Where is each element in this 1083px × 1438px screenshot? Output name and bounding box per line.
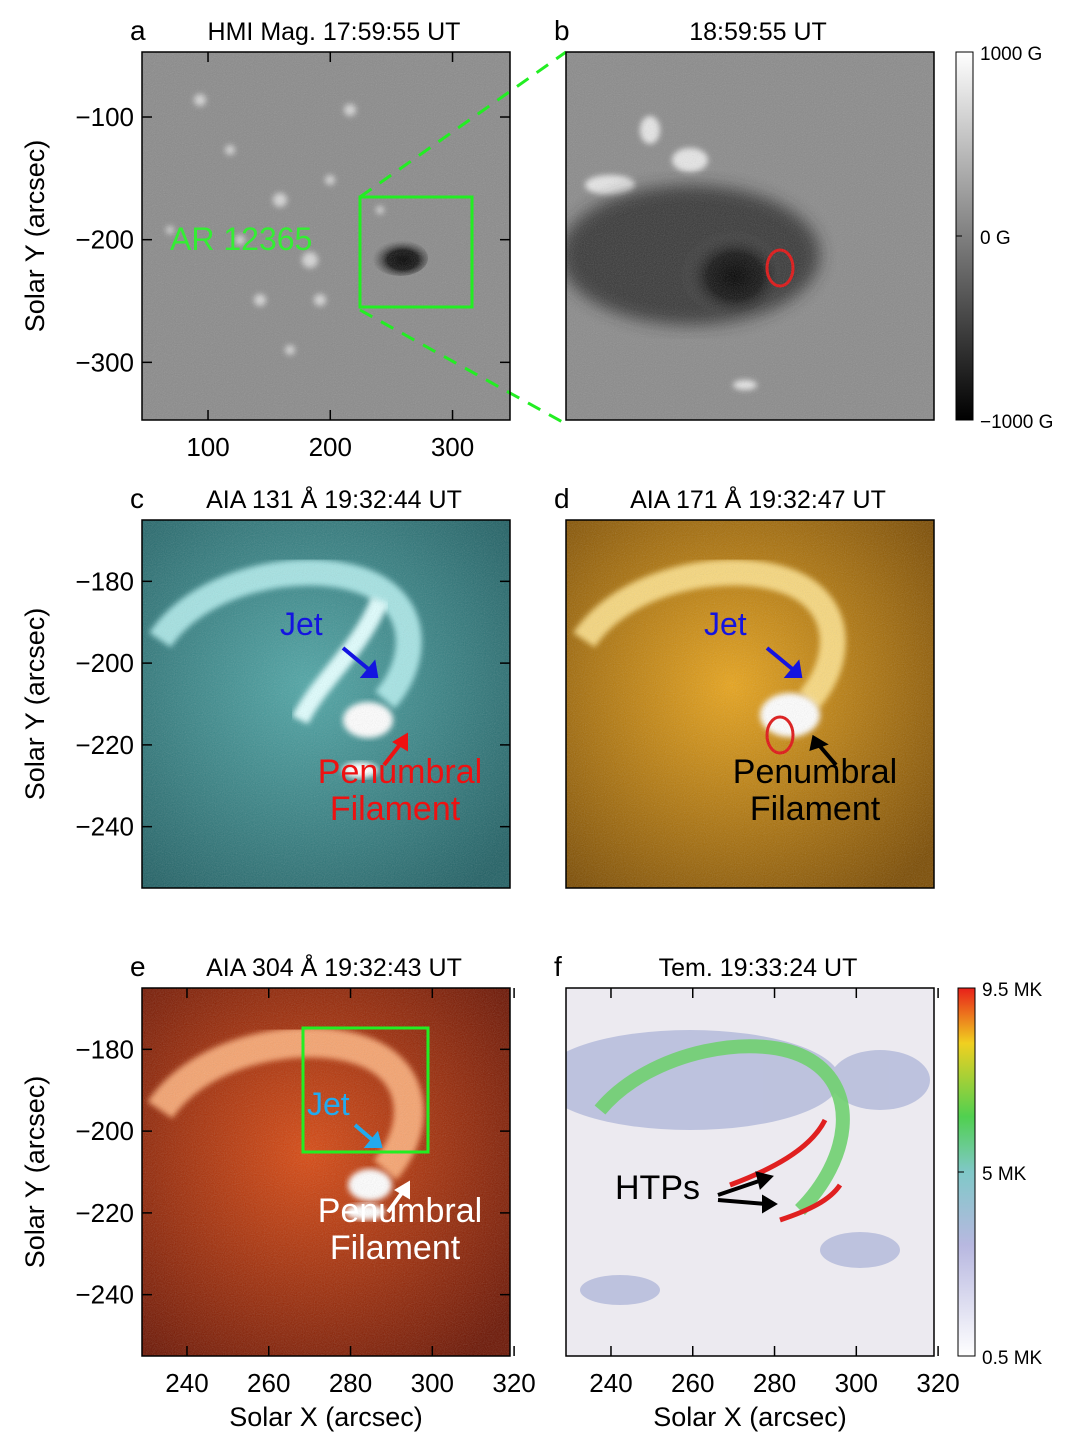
x-tick-label: 320 [492, 1368, 535, 1398]
y-tick-label: −220 [75, 1198, 134, 1228]
y-tick-label: −200 [75, 648, 134, 678]
x-tick-label: 280 [753, 1368, 796, 1398]
colorbar-label: −1000 G [980, 412, 1053, 433]
panel-frame [565, 51, 935, 421]
y-tick-label: −180 [75, 566, 134, 596]
annotation: Filament [750, 790, 881, 828]
x-tick-label: 260 [247, 1368, 290, 1398]
annotation: Jet [280, 606, 323, 642]
panel-title: AIA 171 Å 19:32:47 UT [630, 484, 886, 514]
panel-letter: e [130, 951, 146, 982]
y-tick-label: −100 [75, 102, 134, 132]
y-tick-label: −200 [75, 1116, 134, 1146]
magnetogram-zoom-image [566, 52, 934, 420]
panel-title: Tem. 19:33:24 UT [659, 954, 858, 982]
x-tick-label: 200 [309, 432, 352, 462]
x-axis-label: Solar X (arcsec) [653, 1402, 847, 1432]
y-tick-label: −220 [75, 730, 134, 760]
x-tick-label: 300 [411, 1368, 454, 1398]
x-tick-label: 280 [329, 1368, 372, 1398]
panel-letter: c [130, 483, 144, 514]
panel-title: AIA 131 Å 19:32:44 UT [206, 484, 462, 514]
x-tick-label: 100 [186, 432, 229, 462]
panel-frame [141, 519, 511, 889]
y-axis-label: Solar Y (arcsec) [20, 608, 50, 801]
y-tick-label: −240 [75, 1280, 134, 1310]
y-axis-label: Solar Y (arcsec) [20, 1076, 50, 1269]
annotation: Penumbral [318, 1192, 482, 1230]
panel-frame [141, 51, 511, 421]
panel-letter: b [554, 15, 570, 46]
y-tick-label: −200 [75, 225, 134, 255]
panel-title: AIA 304 Å 19:32:43 UT [206, 952, 462, 982]
zoom-line [359, 50, 567, 199]
panel-title: 18:59:55 UT [689, 18, 827, 46]
zoom-box [358, 195, 474, 309]
panel-frame [141, 987, 511, 1357]
colorbar-label: 0 G [980, 228, 1011, 249]
arrows [341, 646, 838, 1214]
y-tick-label: −300 [75, 347, 134, 377]
x-tick-label: 320 [916, 1368, 959, 1398]
x-tick-label: 300 [835, 1368, 878, 1398]
aia131-image [142, 520, 510, 888]
annotation: Jet [307, 1086, 350, 1122]
colorbar-label: 9.5 MK [982, 980, 1043, 1001]
aia304-image [142, 988, 510, 1356]
annotation: HTPs [615, 1169, 700, 1207]
panel-title: HMI Mag. 17:59:55 UT [208, 18, 461, 46]
x-tick-label: 240 [589, 1368, 632, 1398]
x-tick-label: 240 [165, 1368, 208, 1398]
y-tick-label: −240 [75, 812, 134, 842]
x-tick-label: 260 [671, 1368, 714, 1398]
panel-letter: a [130, 15, 146, 46]
panel-letter: f [554, 951, 562, 982]
x-axis-label: Solar X (arcsec) [229, 1402, 423, 1432]
colorbar-label: 0.5 MK [982, 1348, 1043, 1369]
y-axis-label: Solar Y (arcsec) [20, 140, 50, 333]
zoom-line [359, 308, 567, 426]
annotation: Jet [704, 606, 747, 642]
panel-frame [565, 987, 935, 1357]
annotation: Penumbral [318, 753, 482, 791]
annotation: Penumbral [733, 753, 897, 791]
x-tick-label: 300 [431, 432, 474, 462]
colorbar-label: 1000 G [980, 44, 1042, 65]
annotation: AR 12365 [170, 221, 312, 257]
annotation: Filament [330, 1229, 461, 1267]
aia171-image [566, 520, 934, 888]
y-tick-label: −180 [75, 1034, 134, 1064]
panel-frame [565, 519, 935, 889]
panel-letter: d [554, 483, 570, 514]
temperature-map [566, 988, 934, 1356]
annotation: Filament [330, 790, 461, 828]
colorbar-label: 5 MK [982, 1164, 1027, 1185]
